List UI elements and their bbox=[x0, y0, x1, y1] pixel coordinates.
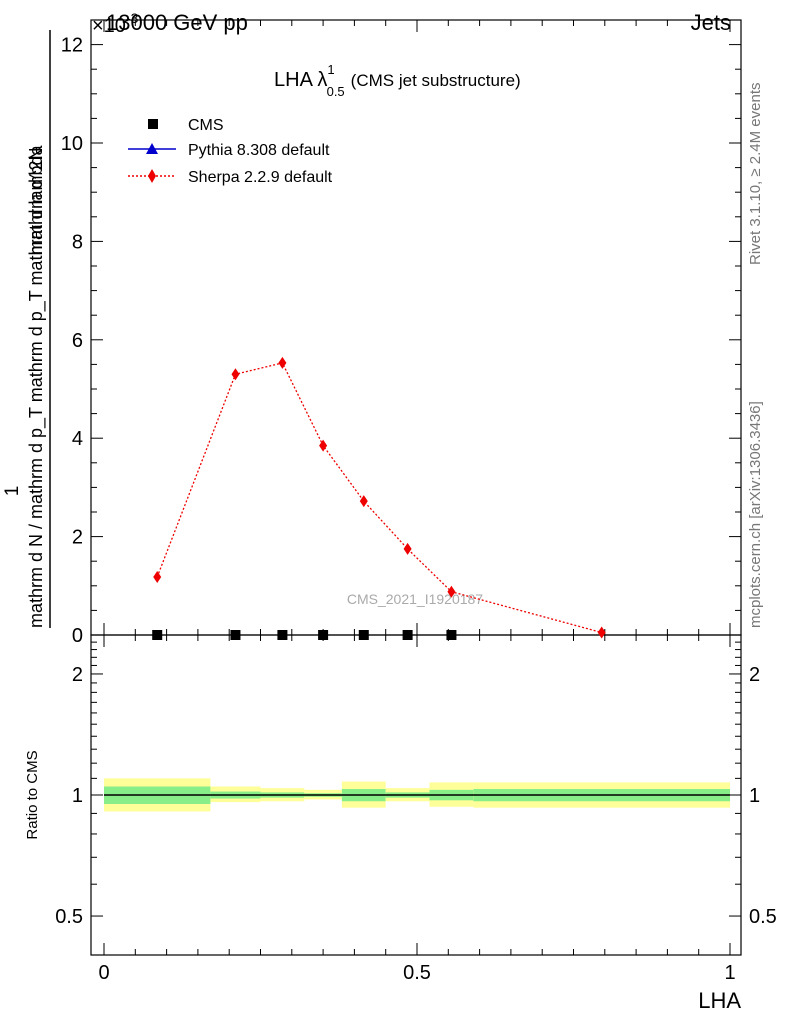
legend-cms-marker bbox=[148, 119, 158, 129]
main-frame bbox=[90, 19, 742, 636]
main-ytick-label: 10 bbox=[61, 133, 83, 155]
cms-point bbox=[318, 630, 329, 640]
header-jets: Jets bbox=[691, 10, 731, 35]
legend-sherpa-label: Sherpa 2.2.9 default bbox=[188, 169, 333, 186]
main-axes: 0 2 4 6 8 10 12 bbox=[61, 19, 742, 647]
mcplots-label: mcplots.cern.ch [arXiv:1306.3436] bbox=[747, 401, 764, 628]
legend: CMS Pythia 8.308 default Sherpa 2.2.9 de… bbox=[128, 117, 333, 186]
main-ytick-label: 2 bbox=[72, 527, 83, 549]
legend-sherpa-marker bbox=[148, 169, 156, 183]
cms-point bbox=[402, 630, 413, 640]
sherpa-point bbox=[153, 570, 162, 583]
legend-pythia-marker bbox=[146, 143, 158, 154]
x-axis-label: LHA bbox=[698, 988, 741, 1013]
ratio-xtick-label: 1 bbox=[724, 962, 735, 984]
ratio-bands bbox=[104, 778, 730, 812]
sherpa-point bbox=[319, 439, 328, 452]
sherpa-point bbox=[447, 585, 456, 598]
ratio-ytick-label-right: 1 bbox=[749, 785, 760, 807]
sherpa-point bbox=[278, 356, 287, 369]
ratio-ytick-label-right: 2 bbox=[749, 664, 760, 686]
ratio-ytick-label-right: 0.5 bbox=[749, 906, 777, 928]
ylabel-one: 1 bbox=[2, 486, 23, 497]
main-ytick-label: 12 bbox=[61, 35, 83, 57]
main-ytick-label: 8 bbox=[72, 231, 83, 253]
analysis-watermark: CMS_2021_I1920187 bbox=[347, 591, 483, 607]
sherpa-point bbox=[403, 542, 412, 555]
cms-point bbox=[277, 630, 288, 640]
main-ytick-label: 0 bbox=[72, 625, 83, 647]
plot-title: LHA λ1 0.5(CMS jet substructure) bbox=[274, 62, 521, 99]
cms-point bbox=[358, 630, 369, 640]
ratio-xtick-label: 0.5 bbox=[403, 962, 431, 984]
legend-cms-label: CMS bbox=[188, 117, 224, 134]
ratio-axes: 0.5 0.5 1 1 2 2 0 0.5 1 bbox=[55, 634, 777, 984]
ratio-xtick-label: 0 bbox=[98, 962, 109, 984]
sherpa-line bbox=[156, 362, 602, 634]
sherpa-point bbox=[597, 626, 606, 639]
ratio-ylabel: Ratio to CMS bbox=[24, 750, 41, 839]
ylabel-denominator: mathrm d N / mathrm d p_T mathrm d p_T m… bbox=[26, 145, 47, 628]
cms-point bbox=[230, 630, 241, 640]
rivet-label: Rivet 3.1.10, ≥ 2.4M events bbox=[747, 83, 764, 266]
ylabel-numerator: mathrm d^2N bbox=[26, 148, 46, 255]
main-series bbox=[152, 356, 606, 640]
sherpa-point bbox=[359, 495, 368, 508]
main-ylabel: 1 mathrm d N / mathrm d p_T mathrm d p_T… bbox=[2, 30, 51, 628]
ratio-ytick-label-left: 1 bbox=[72, 785, 83, 807]
cms-point bbox=[152, 630, 163, 640]
legend-pythia-label: Pythia 8.308 default bbox=[188, 142, 330, 159]
main-ytick-label: 6 bbox=[72, 330, 83, 352]
header-energy: 13000 GeV pp bbox=[106, 10, 248, 35]
main-ytick-label: 4 bbox=[72, 428, 83, 450]
cms-point bbox=[446, 630, 457, 640]
ratio-ytick-label-left: 2 bbox=[72, 664, 83, 686]
ratio-ytick-label-left: 0.5 bbox=[55, 906, 83, 928]
sherpa-point bbox=[231, 368, 240, 381]
